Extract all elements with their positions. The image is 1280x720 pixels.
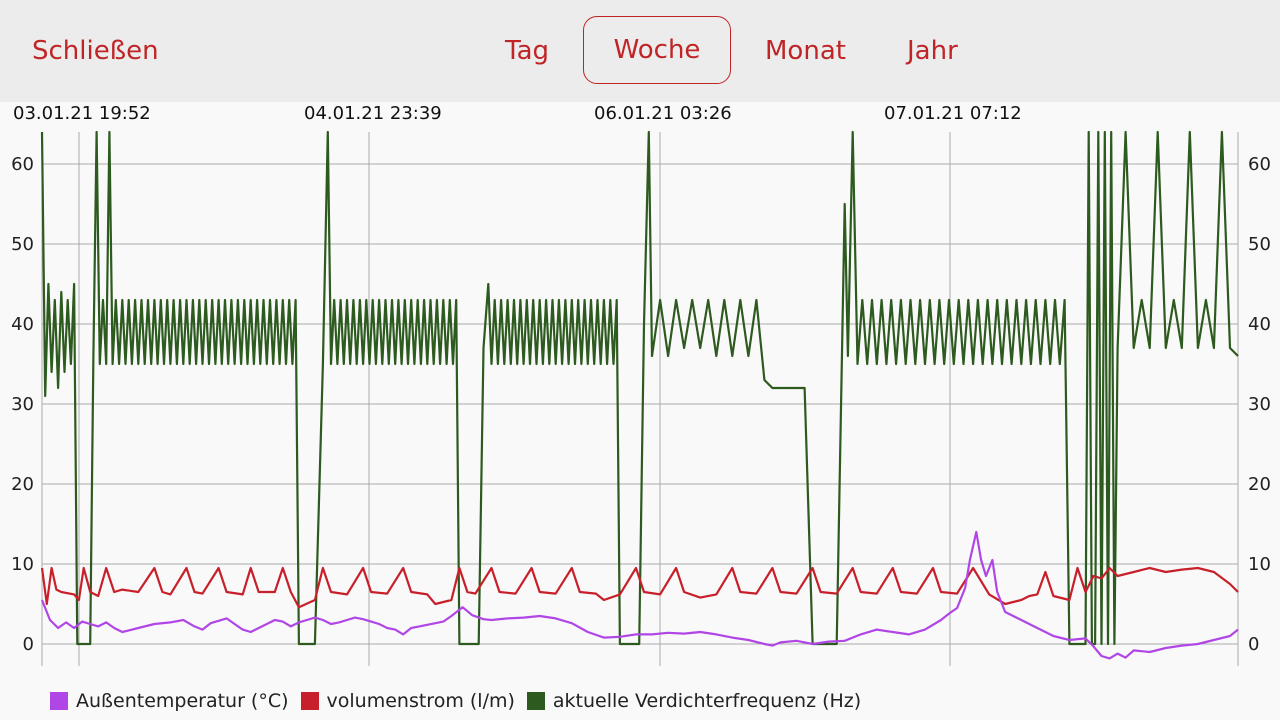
legend-item-aussentemperatur: Außentemperatur (°C) (50, 690, 289, 712)
x-tick-label: 07.01.21 07:12 (884, 103, 1022, 124)
legend-label-aussentemperatur: Außentemperatur (°C) (76, 690, 289, 712)
y-tick-label-right: 50 (1248, 234, 1271, 255)
chart-legend: Außentemperatur (°C) volumenstrom (l/m) … (50, 690, 873, 712)
y-tick-label-left: 30 (11, 394, 34, 415)
tab-jahr[interactable]: Jahr (907, 36, 958, 66)
top-navigation-bar: Schließen Tag Woche Monat Jahr (0, 0, 1280, 102)
tab-monat[interactable]: Monat (765, 36, 846, 66)
y-tick-label-left: 10 (11, 554, 34, 575)
legend-item-volumenstrom: volumenstrom (l/m) (300, 690, 515, 712)
chart-series (40, 130, 1239, 660)
y-tick-label-left: 20 (11, 474, 34, 495)
series-line-1 (40, 566, 1239, 609)
y-tick-label-left: 60 (11, 154, 34, 175)
y-tick-label-right: 30 (1248, 394, 1271, 415)
y-tick-label-right: 10 (1248, 554, 1271, 575)
y-tick-label-right: 0 (1248, 634, 1259, 655)
tab-woche-label: Woche (613, 35, 701, 65)
series-line-0 (40, 530, 1239, 660)
tab-tag[interactable]: Tag (505, 36, 550, 66)
legend-swatch-red (300, 692, 319, 710)
y-tick-label-left: 0 (23, 634, 34, 655)
legend-item-verdichterfrequenz: aktuelle Verdichterfrequenz (Hz) (526, 690, 862, 712)
chart-labels: 0 0 10 10 20 20 30 30 40 40 50 50 60 60 03.01.21 19:52… (11, 103, 1271, 655)
x-tick-label: 04.01.21 23:39 (304, 103, 442, 124)
series-line-2 (40, 130, 1239, 646)
legend-label-volumenstrom: volumenstrom (l/m) (326, 690, 515, 712)
y-tick-label-left: 40 (11, 314, 34, 335)
y-tick-label-left: 50 (11, 234, 34, 255)
x-tick-label: 06.01.21 03:26 (594, 103, 732, 124)
tab-woche[interactable]: Woche (583, 16, 731, 84)
close-button[interactable]: Schließen (32, 36, 159, 66)
x-tick-label: 03.01.21 19:52 (13, 103, 151, 124)
y-tick-label-right: 40 (1248, 314, 1271, 335)
chart-grid (41, 132, 1239, 666)
legend-swatch-purple (50, 692, 68, 710)
line-chart: 0 0 10 10 20 20 30 30 40 40 50 50 60 60 03.01.21 19:52… (11, 103, 1271, 666)
y-tick-label-right: 60 (1248, 154, 1271, 175)
y-tick-label-right: 20 (1248, 474, 1271, 495)
legend-label-verdichterfrequenz: aktuelle Verdichterfrequenz (Hz) (552, 690, 862, 712)
legend-swatch-green (526, 692, 545, 710)
